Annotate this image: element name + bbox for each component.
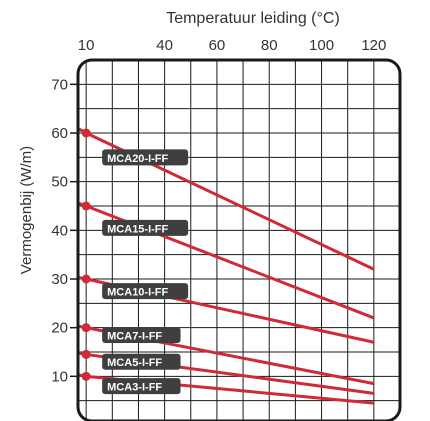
plot-border [76, 58, 402, 421]
series-label-bg [102, 219, 189, 236]
y-axis-label: Vermogenbij (W/m) [18, 146, 35, 274]
x-tick-label: 80 [261, 37, 278, 54]
series-label-text: MCA15-I-FF [107, 223, 168, 235]
x-tick-label: 100 [309, 37, 334, 54]
series-label: MCA15-I-FF [102, 219, 189, 236]
series-label-bg [102, 326, 181, 343]
series-label: MCA10-I-FF [102, 283, 189, 300]
y-tick-label: 10 [51, 368, 68, 385]
series-label-text: MCA5-I-FF [107, 357, 162, 369]
series-label: MCA7-I-FF [102, 326, 181, 343]
grid [78, 60, 400, 421]
series-label-text: MCA7-I-FF [107, 330, 162, 342]
y-tick-label: 60 [51, 125, 68, 142]
series-marker [81, 371, 91, 381]
y-tick-label: 70 [51, 76, 68, 93]
y-tick-label: 50 [51, 174, 68, 191]
series-marker [81, 274, 91, 284]
series-label-text: MCA10-I-FF [107, 287, 168, 299]
x-tick-label: 60 [209, 37, 226, 54]
x-tick-label: 120 [361, 37, 386, 54]
series-labels: MCA20-I-FF MCA15-I-FF MCA10-I-FF MCA7-I-FF M… [102, 149, 189, 395]
x-tick-labels: 10 40 60 80 100 120 [78, 37, 387, 54]
series-label-bg [102, 283, 189, 300]
series-marker [81, 128, 91, 138]
series-label-text: MCA20-I-FF [107, 153, 168, 165]
y-tick-labels: 10 20 30 40 50 60 70 [51, 76, 78, 385]
x-tick-label: 10 [78, 37, 95, 54]
series-label-bg [102, 378, 181, 395]
plot-area: MCA20-I-FF MCA15-I-FF MCA10-I-FF MCA7-I-FF M… [78, 60, 400, 421]
series-label: MCA3-I-FF [102, 378, 181, 395]
series-label: MCA20-I-FF [102, 149, 189, 166]
series-label: MCA5-I-FF [102, 353, 181, 370]
y-tick-label: 40 [51, 222, 68, 239]
y-tick-label: 20 [51, 320, 68, 337]
series-marker [81, 349, 91, 359]
chart-title: Temperatuur leiding (°C) [166, 10, 340, 27]
series-label-bg [102, 149, 189, 166]
series-marker [81, 323, 91, 333]
y-tick-label: 30 [51, 271, 68, 288]
series-label-bg [102, 353, 181, 370]
series-marker [81, 201, 91, 211]
series-markers [81, 128, 91, 381]
series-label-text: MCA3-I-FF [107, 382, 162, 394]
x-tick-label: 40 [156, 37, 173, 54]
